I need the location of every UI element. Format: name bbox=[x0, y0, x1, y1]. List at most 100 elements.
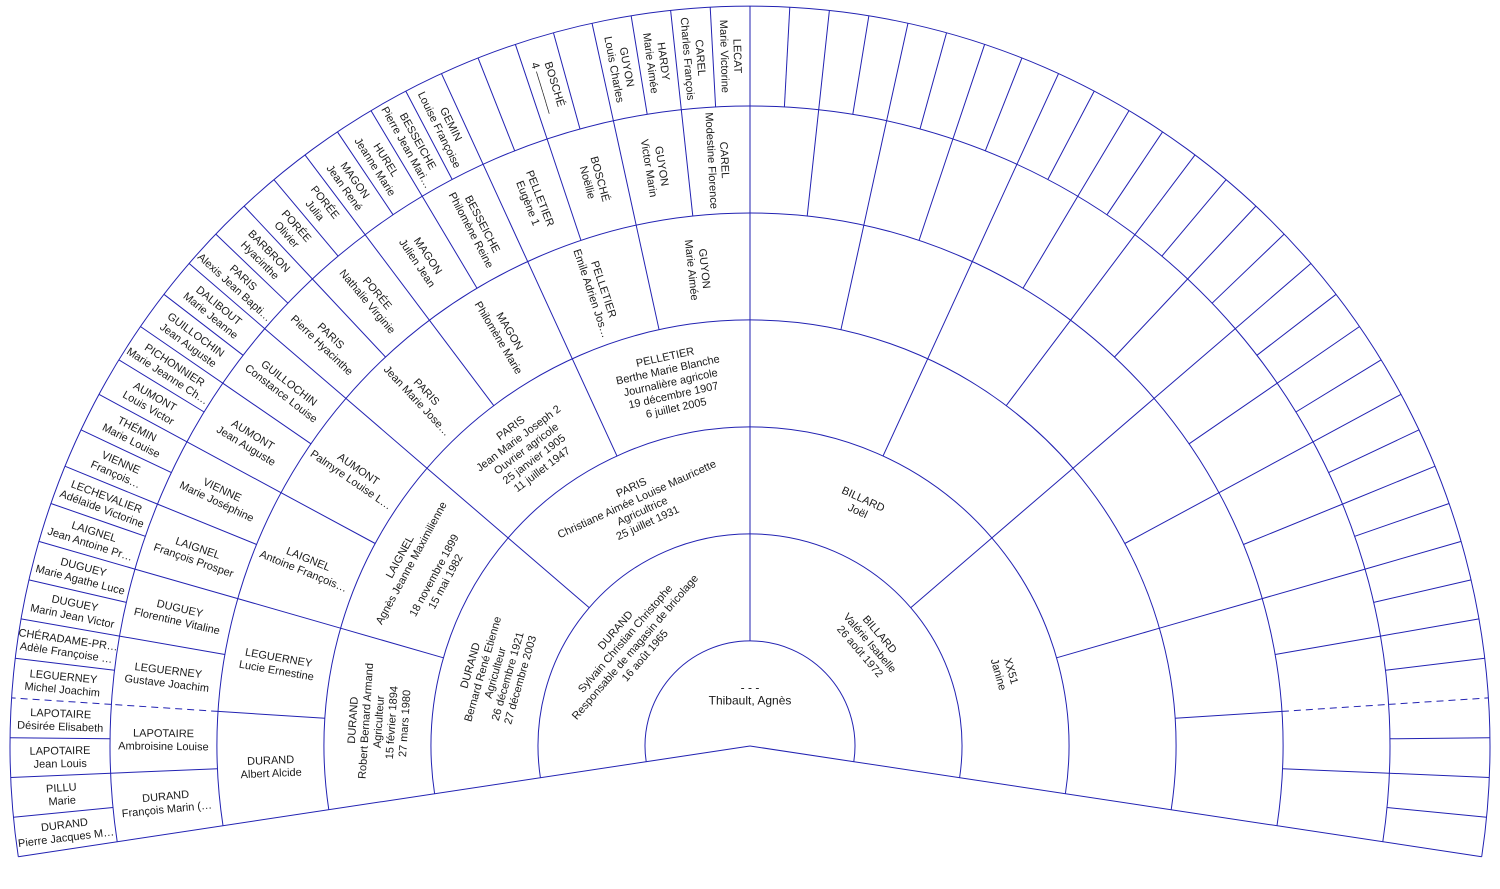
ancestor-segment-21[interactable]: MAGONPhilomène Marie bbox=[472, 293, 536, 377]
ancestor-segment-16[interactable]: DURANDAlbert Alcide bbox=[240, 754, 302, 782]
ancestor-segment-41[interactable]: PORÉENathalie Virginie bbox=[337, 258, 408, 336]
ancestor-segment-36[interactable]: LAIGNELFrançois Prosper bbox=[152, 529, 240, 580]
ancestor-segment-19[interactable]: AUMONTPalmyre Louise L… bbox=[308, 437, 401, 512]
divider-g6-a6.2 bbox=[806, 109, 820, 217]
ancestor-segment-43[interactable]: BESSEICHEPhilomène Reine bbox=[446, 184, 507, 271]
ancestor-segment-67[interactable]: LAPOTAIREDésirée Elisabeth bbox=[17, 707, 104, 735]
divider-g5-a-86.3 bbox=[218, 710, 325, 719]
divider-g6-a-55.5 bbox=[222, 382, 312, 445]
person-name-text: LEGUERNEYLucie Ernestine bbox=[238, 646, 317, 684]
ancestor-segment-37[interactable]: VIENNEMarie Joséphine bbox=[177, 468, 261, 525]
divider-g7-a52.4 bbox=[1256, 293, 1337, 356]
ancestor-segment-65[interactable]: PILLUMarie bbox=[46, 781, 78, 808]
ancestor-segment-74[interactable]: VIENNEFrançois… bbox=[89, 447, 148, 491]
person-name-text: GUYONLouis Charles bbox=[601, 33, 638, 104]
person-name-text: BOSCHÉNoëllie bbox=[575, 155, 612, 207]
ancestor-segment-32[interactable]: DURANDFrançois Marin (… bbox=[120, 787, 212, 821]
person-name-text: DURANDAlbert Alcide bbox=[240, 754, 302, 782]
person-name-text: PILLUMarie bbox=[46, 781, 78, 808]
divider-g7-a-64.7 bbox=[80, 429, 172, 474]
divider-g7-a61.6 bbox=[1312, 393, 1402, 443]
ancestor-segment-33[interactable]: LAPOTAIREAmbroisine Louise bbox=[118, 727, 209, 754]
person-name-text: LAPOTAIREDésirée Elisabeth bbox=[17, 707, 104, 735]
divider-g3-a-49.3 bbox=[507, 537, 590, 609]
divider-g6-a-92.4 bbox=[110, 768, 218, 774]
ancestor-segment-17[interactable]: LEGUERNEYLucie Ernestine bbox=[238, 646, 317, 684]
ancestor-segment-45[interactable]: BOSCHÉNoëllie bbox=[575, 155, 613, 207]
ancestor-segment-46[interactable]: GUYONVictor Marin bbox=[638, 136, 672, 198]
ancestor-segment-2[interactable]: DURANDSylvain Christian ChristopheRespon… bbox=[550, 556, 711, 731]
divider-g7-a89.4 bbox=[1389, 737, 1491, 740]
ancestor-segment-35[interactable]: DUGUEYFlorentine Vitaline bbox=[133, 593, 224, 638]
fan-edges bbox=[18, 745, 1482, 858]
ancestor-segment-3[interactable]: BILLARDValérie Isabelle26 août 1972 bbox=[831, 603, 908, 684]
fan-edge-left bbox=[18, 745, 751, 858]
ancestor-segment-95[interactable]: LECATMarie Victorine bbox=[717, 19, 744, 93]
ancestor-segment-20[interactable]: PARISJean Marie Jose… bbox=[381, 355, 462, 439]
person-name-text: DURANDFrançois Marin (… bbox=[120, 787, 212, 821]
divider-g6-a-73.9 bbox=[134, 568, 238, 600]
ancestor-segment-9[interactable]: LAIGNELAgnès Jeanne Maximilienne18 novem… bbox=[362, 494, 484, 645]
divider-g6-a12.3 bbox=[863, 120, 888, 226]
person-name-text: BILLARDValérie Isabelle26 août 1972 bbox=[831, 603, 908, 684]
divider-g6-a-6.2 bbox=[680, 109, 694, 217]
divider-g7-a86.3 bbox=[1388, 697, 1489, 705]
root-person[interactable]: - - -Thibault, Agnès bbox=[709, 681, 792, 708]
ancestor-segment-83[interactable]: PORÉEJulia bbox=[298, 183, 342, 229]
divider-g7-a58.5 bbox=[1295, 359, 1382, 413]
ancestor-segment-93[interactable]: HARDYMarie Aimée bbox=[640, 30, 673, 94]
ancestor-segment-11[interactable]: PELLETIERBerthe Marie BlancheJournalière… bbox=[612, 341, 729, 426]
divider-g7-a-37.0 bbox=[304, 154, 366, 236]
divider-g6-a86.3 bbox=[1281, 703, 1389, 712]
divider-g6-a43.1 bbox=[1114, 278, 1188, 358]
ancestor-segment-7[interactable]: XX51Janine bbox=[988, 654, 1021, 692]
divider-g7-a-77.0 bbox=[28, 579, 127, 603]
ancestor-segment-70[interactable]: DUGUEYMarin Jean Victor bbox=[29, 590, 118, 631]
divider-g6-a24.7 bbox=[971, 164, 1018, 262]
ancestor-segment-6[interactable]: BILLARDJoël bbox=[834, 485, 887, 527]
divider-g3-a49.3 bbox=[910, 537, 993, 609]
person-name-text: PORÉEOlivier bbox=[269, 207, 314, 253]
ancestor-segment-22[interactable]: PELLETIEREmile Adrien Jos… bbox=[570, 243, 623, 340]
divider-g7-a-9.2 bbox=[630, 15, 648, 115]
ancestor-segment-10[interactable]: PARISJean Marie Joseph 2Ouvrier agricole… bbox=[467, 393, 587, 506]
divider-g7-a24.7 bbox=[1016, 73, 1060, 165]
divider-g7-a95.5 bbox=[1386, 807, 1487, 818]
ancestor-segment-94[interactable]: CARELCharles François bbox=[678, 16, 710, 101]
ancestor-segment-44[interactable]: PELLETIEREugène 1 bbox=[511, 169, 556, 233]
divider-g7-a-83.2 bbox=[15, 657, 115, 671]
divider-g7-a30.8 bbox=[1077, 110, 1130, 197]
divider-g7-a-40.1 bbox=[273, 179, 339, 257]
ancestor-segment-47[interactable]: CARELModestine Florence bbox=[702, 111, 732, 209]
divider-g4-a-24.7 bbox=[571, 358, 618, 457]
person-name-text: DURANDRobert Bernard ArmandAgriculteur15… bbox=[344, 662, 415, 782]
divider-g4-a73.9 bbox=[1056, 627, 1160, 659]
ancestor-segment-66[interactable]: LAPOTAIREJean Louis bbox=[29, 745, 90, 771]
ancestor-segment-92[interactable]: GUYONLouis Charles bbox=[601, 33, 638, 104]
ancestor-segment-40[interactable]: PARISPierre Hyacinthe bbox=[288, 304, 364, 378]
ancestor-segment-23[interactable]: GUYONMarie Aimée bbox=[682, 238, 713, 301]
ancestor-segment-38[interactable]: AUMONTJean Auguste bbox=[214, 413, 284, 469]
person-name-text: MAGONJulien Jean bbox=[396, 230, 448, 290]
divider-g7-a70.9 bbox=[1354, 503, 1450, 537]
fan-edge-right bbox=[749, 745, 1482, 858]
divider-g7-a73.9 bbox=[1364, 540, 1462, 570]
ancestor-segment-82[interactable]: PORÉEOlivier bbox=[269, 207, 314, 253]
person-name-text: PARISPierre Hyacinthe bbox=[288, 304, 364, 378]
divider-g4-a24.7 bbox=[882, 358, 929, 457]
ancestor-segment-42[interactable]: MAGONJulien Jean bbox=[396, 230, 448, 290]
divider-g7-a-89.4 bbox=[9, 737, 111, 740]
divider-g7-a15.4 bbox=[919, 32, 948, 130]
ancestor-segment-34[interactable]: LEGUERNEYGustave Joachim bbox=[124, 660, 211, 695]
divider-g4-a-73.9 bbox=[340, 627, 444, 659]
ancestor-segment-4[interactable]: DURANDBernard René EtienneAgriculteur26 … bbox=[450, 612, 542, 734]
ancestor-segment-18[interactable]: LAIGNELAntoine François… bbox=[258, 536, 354, 595]
person-name-text: LAIGNELAntoine François… bbox=[258, 536, 354, 595]
divider-g6-a55.5 bbox=[1188, 382, 1278, 445]
divider-g7-a9.2 bbox=[852, 15, 870, 115]
ancestor-segment-39[interactable]: GUILLOCHINConstance Louise bbox=[242, 352, 327, 426]
ancestor-segment-68[interactable]: LEGUERNEYMichel Joachim bbox=[24, 668, 102, 700]
ancestor-segment-5[interactable]: PARISChristiane Aimée Louise MauricetteA… bbox=[550, 446, 729, 565]
ancestor-segment-8[interactable]: DURANDRobert Bernard ArmandAgriculteur15… bbox=[344, 662, 415, 782]
